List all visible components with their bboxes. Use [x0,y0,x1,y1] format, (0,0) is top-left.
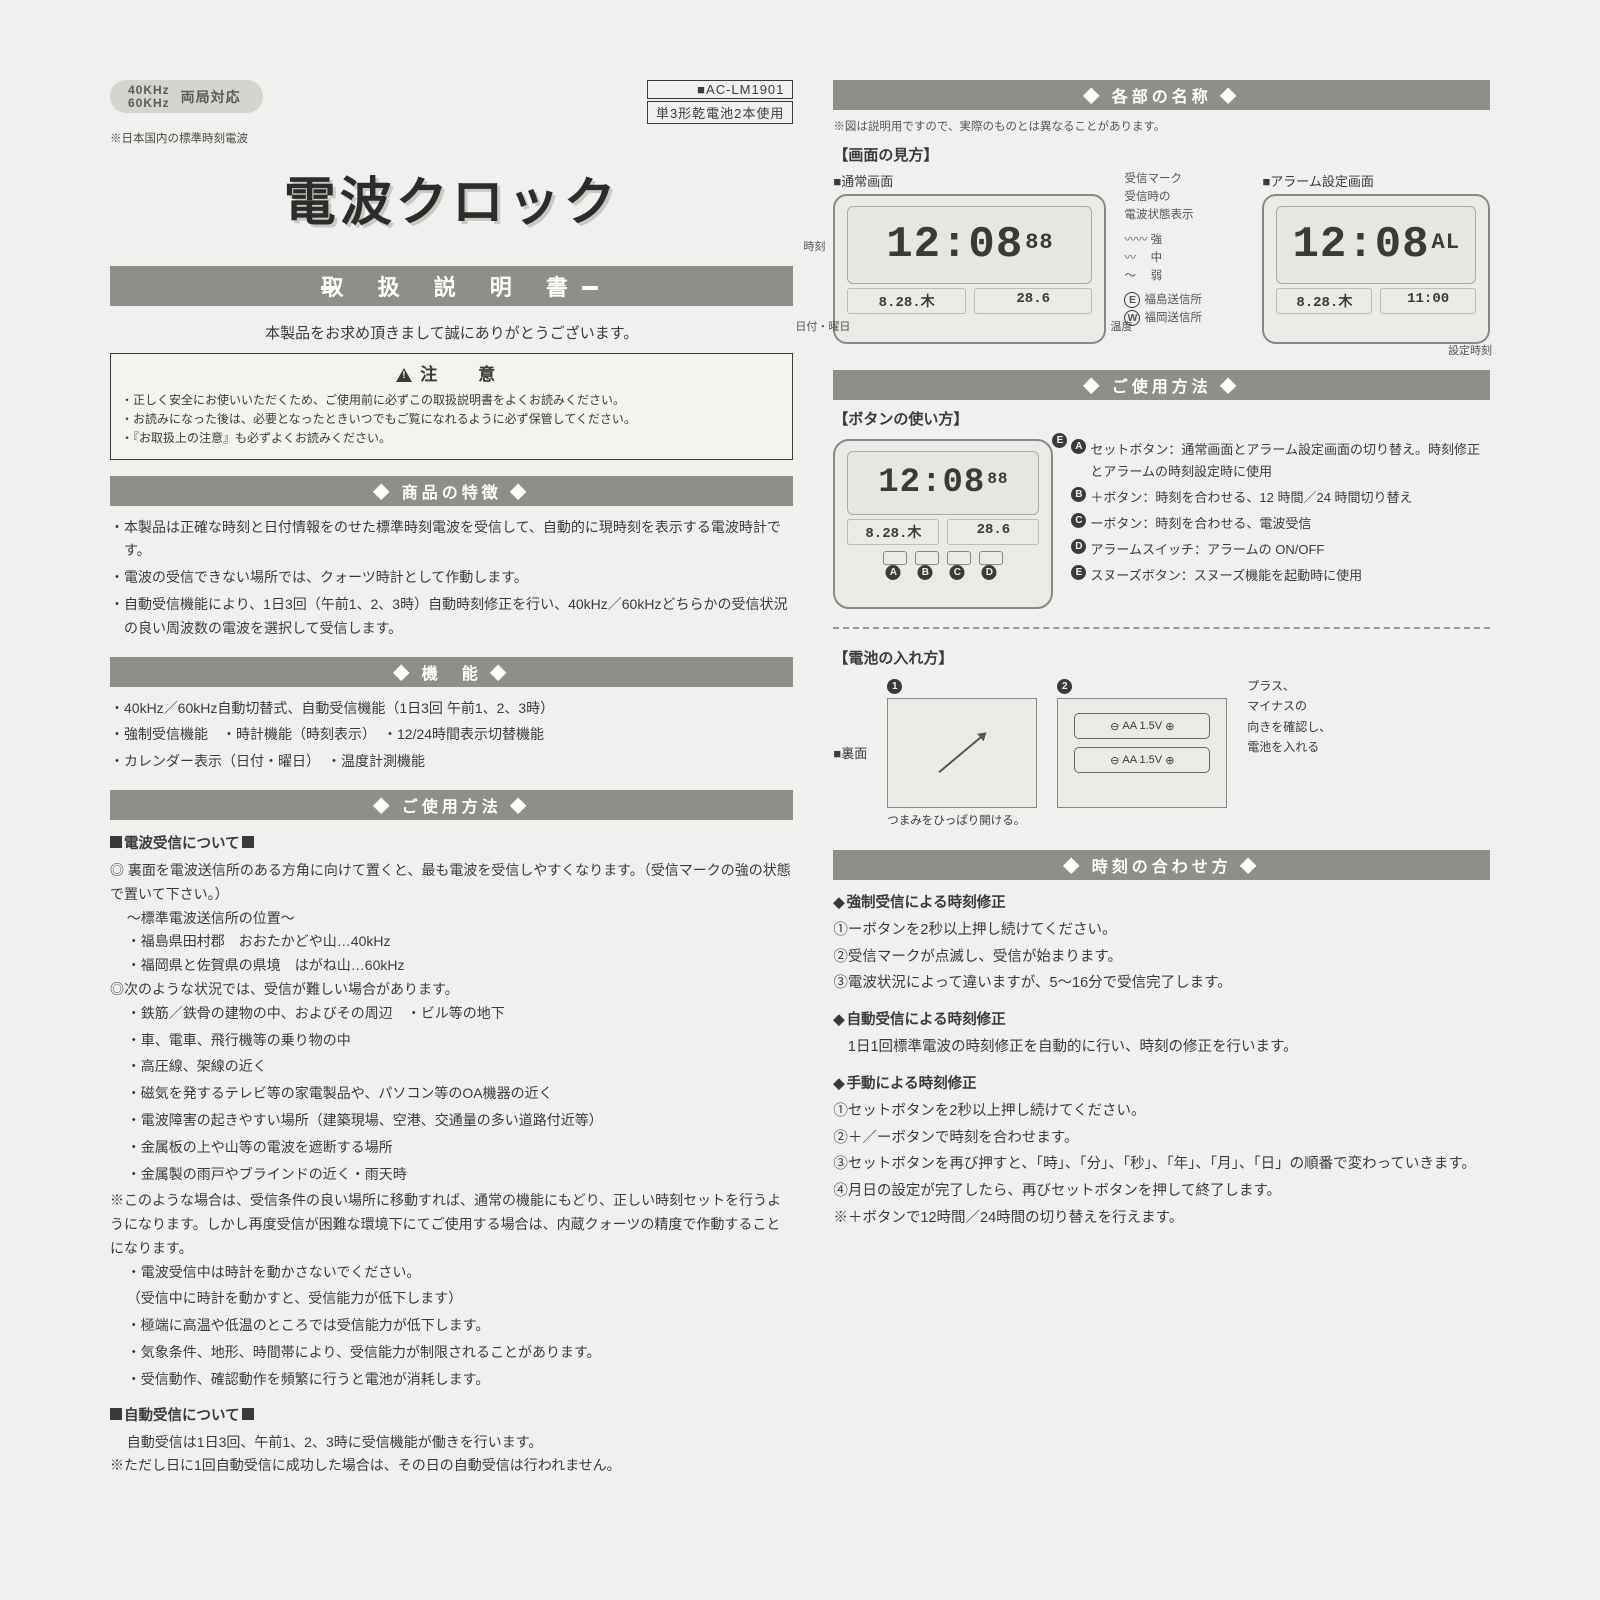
product-title: 電波クロック [284,160,620,235]
feature-item: ・電波の受信できない場所では、クォーツ時計として作動します。 [110,566,793,590]
normal-screen-fig: 12:0888 8.28.木 28.6 時刻 日付・曜日 温度 [833,194,1106,344]
usage-item: ・電波受信中は時計を動かさないでください。 [127,1261,794,1285]
function-item: ・40kHz／60kHz自動切替式、自動受信機能（1日3回 午前1、2、3時） [110,697,793,721]
usage-text: ◎ 裏面を電波送信所のある方角に向けて置くと、最も電波を受信しやすくなります。（… [110,859,793,907]
section-parts: 各部の名称 [833,80,1490,110]
feature-item: ・自動受信機能により、1日3回（午前1、2、3時）自動時刻修正を行い、40kHz… [110,593,793,641]
thanks-message: 本製品をお求め頂きまして誠にありがとうございます。 [110,322,793,343]
function-item: ・カレンダー表示（日付・曜日） ・温度計測機能 [110,750,793,774]
warning-icon [396,368,412,382]
usage-text: ※このような場合は、受信条件の良い場所に移動すれば、通常の機能にもどり、正しい時… [110,1189,793,1260]
alarm-screen-fig: 12:08AL 8.28.木 11:00 設定時刻 [1262,194,1490,344]
model-boxes: ■AC-LM1901 単3形乾電池2本使用 [647,80,793,126]
usage-item: ・電波障害の起きやすい場所（建築現場、空港、交通量の多い道路付近等） [127,1109,794,1133]
date-cell: 8.28.木 [847,288,966,314]
normal-screen-label: ■通常画面 [833,171,1106,190]
usage-text: ・福岡県と佐賀県の県境 はがね山…60kHz [110,954,793,978]
section-usage-left: ご使用方法 [110,790,793,820]
usage-text: ・福島県田村郡 おおたかどや山…40kHz [110,930,793,954]
buttons-head: 【ボタンの使い方】 [833,408,1490,429]
usage-text: ※ただし日に1回自動受信に成功した場合は、その日の自動受信は行われません。 [110,1454,793,1478]
manual-subtitle: 取 扱 説 明 書 [110,266,793,306]
usage-item: ・気象条件、地形、時間帯により、受信能力が制限されることがあります。 [127,1341,794,1365]
alarm-screen-label: ■アラーム設定画面 [1262,171,1490,190]
alarm-set-cell: 11:00 [1380,288,1476,314]
battery-figure: ■裏面 1 つまみをひっぱり開ける。 2 ⊖ AA 1.5V ⊕ ⊖ AA 1.… [833,676,1490,828]
usage-item: ・鉄筋／鉄骨の建物の中、およびその周辺 ・ビル等の地下 [127,1002,794,1026]
alarm-date-cell: 8.28.木 [1276,288,1372,314]
section-time-adjust: 時刻の合わせ方 [833,850,1490,880]
usage-text: 〜標準電波送信所の位置〜 [110,907,793,931]
usage-item: （受信中に時計を動かすと、受信能力が低下します） [127,1287,794,1311]
usage-item: ・車、電車、飛行機等の乗り物の中 [127,1029,794,1053]
caution-item: ・正しく安全にお使いいただくため、ご使用前に必ずこの取扱説明書をよくお読みくださ… [121,391,782,410]
usage-text: 自動受信は1日3回、午前1、2、3時に受信機能が働きを行います。 [110,1431,793,1455]
screens-row: ■通常画面 12:0888 8.28.木 28.6 時刻 日付・曜日 温度 受信… [833,171,1490,344]
adjust-body: 強制受信による時刻修正 ①ーボタンを2秒以上押し続けてください。 ②受信マークが… [833,890,1490,1232]
button-figure-clock: 12:0888 8.28.木 28.6 A B C D E [833,439,1053,609]
signal-annotations: 受信マーク 受信時の 電波状態表示 〰〰 強 〰 中 〜 弱 E福島送信所 W福… [1124,171,1244,328]
subhead-auto-reception: 自動受信について [110,1404,793,1425]
usage-item: ・磁気を発するテレビ等の家電製品や、パソコン等のOA機器の近く [127,1082,794,1106]
caution-box: 注 意 ・正しく安全にお使いいただくため、ご使用前に必ずこの取扱説明書をよくお読… [110,353,793,460]
screen-head: 【画面の見方】 [833,144,1490,165]
freq-badge: 40KHz60KHz 両局対応 [110,80,263,113]
radio-wave-note: ※日本国内の標準時刻電波 [110,130,793,146]
figure-note: ※図は説明用ですので、実際のものとは異なることがあります。 [833,118,1490,134]
button-descriptions: Aセットボタン：通常画面とアラーム設定画面の切り替え。時刻修正とアラームの時刻設… [1071,439,1490,592]
model-number: ■AC-LM1901 [647,80,793,99]
battery-spec: 単3形乾電池2本使用 [647,101,793,124]
usage-item: ・受信動作、確認動作を頻繁に行うと電池が消耗します。 [127,1368,794,1392]
caution-item: ・お読みになった後は、必要となったときいつでもご覧になれるように必ず保管してくだ… [121,410,782,429]
usage-item: ・極端に高温や低温のところでは受信能力が低下します。 [127,1314,794,1338]
caution-item: ・『お取扱上の注意』も必ずよくお読みください。 [121,429,782,448]
usage-text: ◎次のような状況では、受信が難しい場合があります。 [110,978,793,1002]
usage-item: ・高圧線、架線の近く [127,1055,794,1079]
temp-cell: 28.6 [974,288,1093,314]
feature-item: ・本製品は正確な時刻と日付情報をのせた標準時刻電波を受信して、自動的に現時刻を表… [110,516,793,564]
subhead-reception: 電波受信について [110,832,793,853]
battery-head: 【電池の入れ方】 [833,647,1490,668]
usage-item: ・金属板の上や山等の電波を遮断する場所 [127,1136,794,1160]
section-features: 商品の特徴 [110,476,793,506]
section-usage-right: ご使用方法 [833,370,1490,400]
usage-item: ・金属製の雨戸やブラインドの近く・雨天時 [127,1163,794,1187]
dashed-separator [833,627,1490,629]
function-item: ・強制受信機能 ・時計機能（時刻表示） ・12/24時間表示切替機能 [110,723,793,747]
section-functions: 機 能 [110,657,793,687]
